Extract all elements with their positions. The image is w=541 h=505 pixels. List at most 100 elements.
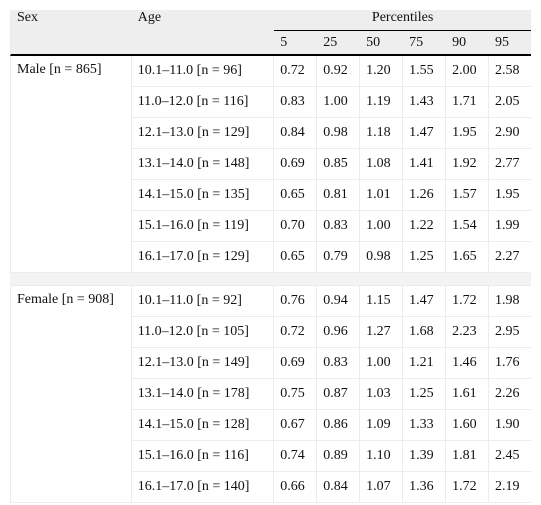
percentile-value-cell: 1.36 [403, 472, 447, 503]
percentile-value-cell: 0.72 [274, 56, 318, 87]
percentile-value-cell: 1.41 [403, 149, 447, 180]
percentile-value-cell: 0.98 [317, 118, 361, 149]
group-spacer [10, 273, 531, 286]
header-sex: Sex [10, 10, 132, 56]
percentile-value-cell: 2.58 [489, 56, 531, 87]
percentile-value-cell: 0.76 [274, 286, 318, 317]
table-row: 15.1–16.0 [n = 116] 0.74 0.89 1.10 1.39 1.81 2… [10, 441, 531, 472]
percentile-value-cell: 1.25 [403, 379, 447, 410]
header-p90: 90 [446, 31, 490, 56]
percentile-value-cell: 0.83 [317, 348, 361, 379]
percentile-value-cell: 2.95 [489, 317, 531, 348]
header-p75: 75 [403, 31, 447, 56]
percentile-value-cell: 1.57 [446, 180, 490, 211]
percentile-value-cell: 0.72 [274, 317, 318, 348]
percentile-value-cell: 1.39 [403, 441, 447, 472]
percentile-value-cell: 1.20 [360, 56, 404, 87]
percentile-value-cell: 0.74 [274, 441, 318, 472]
percentile-value-cell: 1.55 [403, 56, 447, 87]
percentile-value-cell: 1.90 [489, 410, 531, 441]
percentile-value-cell: 1.47 [403, 118, 447, 149]
percentile-value-cell: 0.69 [274, 348, 318, 379]
percentile-value-cell: 2.27 [489, 242, 531, 273]
header-percentiles: Percentiles [274, 10, 531, 31]
age-cell: 10.1–11.0 [n = 92] [131, 286, 275, 317]
percentile-value-cell: 1.08 [360, 149, 404, 180]
percentile-value-cell: 0.75 [274, 379, 318, 410]
percentile-value-cell: 1.26 [403, 180, 447, 211]
percentile-value-cell: 1.10 [360, 441, 404, 472]
table-row: 14.1–15.0 [n = 128] 0.67 0.86 1.09 1.33 1.60 1… [10, 410, 531, 441]
header-p25: 25 [317, 31, 361, 56]
percentile-value-cell: 2.26 [489, 379, 531, 410]
sex-group-label: Female [n = 908] [10, 286, 132, 503]
age-cell: 13.1–14.0 [n = 178] [131, 379, 275, 410]
spacer-cell [10, 273, 531, 286]
percentile-value-cell: 0.66 [274, 472, 318, 503]
percentile-value-cell: 1.54 [446, 211, 490, 242]
percentile-value-cell: 0.67 [274, 410, 318, 441]
percentile-value-cell: 1.76 [489, 348, 531, 379]
percentile-value-cell: 0.98 [360, 242, 404, 273]
percentile-value-cell: 1.43 [403, 87, 447, 118]
table-row: 16.1–17.0 [n = 129] 0.65 0.79 0.98 1.25 1.65 2… [10, 242, 531, 273]
percentile-value-cell: 1.95 [446, 118, 490, 149]
percentile-value-cell: 1.46 [446, 348, 490, 379]
percentile-value-cell: 2.05 [489, 87, 531, 118]
percentile-value-cell: 0.79 [317, 242, 361, 273]
header-p5: 5 [274, 31, 318, 56]
age-cell: 16.1–17.0 [n = 140] [131, 472, 275, 503]
age-cell: 14.1–15.0 [n = 135] [131, 180, 275, 211]
sex-group-label: Male [n = 865] [10, 56, 132, 273]
percentile-value-cell: 1.03 [360, 379, 404, 410]
percentile-value-cell: 1.72 [446, 472, 490, 503]
percentile-value-cell: 2.19 [489, 472, 531, 503]
percentile-value-cell: 0.83 [317, 211, 361, 242]
table-row: 12.1–13.0 [n = 149] 0.69 0.83 1.00 1.21 1.46 1… [10, 348, 531, 379]
table-row: 14.1–15.0 [n = 135] 0.65 0.81 1.01 1.26 1.57 1… [10, 180, 531, 211]
age-cell: 10.1–11.0 [n = 96] [131, 56, 275, 87]
percentile-value-cell: 0.96 [317, 317, 361, 348]
age-cell: 11.0–12.0 [n = 105] [131, 317, 275, 348]
age-cell: 13.1–14.0 [n = 148] [131, 149, 275, 180]
percentile-value-cell: 1.60 [446, 410, 490, 441]
percentile-value-cell: 0.70 [274, 211, 318, 242]
percentile-value-cell: 0.86 [317, 410, 361, 441]
table-row: 12.1–13.0 [n = 129] 0.84 0.98 1.18 1.47 1.95 2… [10, 118, 531, 149]
percentile-value-cell: 1.61 [446, 379, 490, 410]
percentile-value-cell: 0.92 [317, 56, 361, 87]
table-row: 11.0–12.0 [n = 105] 0.72 0.96 1.27 1.68 2.23 2… [10, 317, 531, 348]
percentile-table: Sex Age Percentiles 5 25 50 75 90 95 Mal… [10, 10, 531, 503]
percentile-value-cell: 2.00 [446, 56, 490, 87]
percentile-value-cell: 1.99 [489, 211, 531, 242]
percentile-value-cell: 1.72 [446, 286, 490, 317]
header-p95: 95 [489, 31, 531, 56]
percentile-value-cell: 1.92 [446, 149, 490, 180]
age-cell: 14.1–15.0 [n = 128] [131, 410, 275, 441]
table-row: 13.1–14.0 [n = 178] 0.75 0.87 1.03 1.25 1.61 2… [10, 379, 531, 410]
percentile-value-cell: 1.00 [317, 87, 361, 118]
percentile-value-cell: 1.47 [403, 286, 447, 317]
percentile-value-cell: 1.71 [446, 87, 490, 118]
percentile-value-cell: 1.00 [360, 348, 404, 379]
table-body: Male [n = 865] 10.1–11.0 [n = 96] 0.72 0.92… [10, 56, 531, 503]
percentile-value-cell: 1.27 [360, 317, 404, 348]
table-row: Female [n = 908] 10.1–11.0 [n = 92] 0.76 0.… [10, 286, 531, 503]
percentile-value-cell: 1.21 [403, 348, 447, 379]
percentile-value-cell: 1.65 [446, 242, 490, 273]
table-row: 13.1–14.0 [n = 148] 0.69 0.85 1.08 1.41 1.92 2… [10, 149, 531, 180]
percentile-value-cell: 0.65 [274, 180, 318, 211]
percentile-value-cell: 1.95 [489, 180, 531, 211]
age-cell: 11.0–12.0 [n = 116] [131, 87, 275, 118]
percentile-value-cell: 0.94 [317, 286, 361, 317]
percentile-value-cell: 1.22 [403, 211, 447, 242]
percentile-value-cell: 1.81 [446, 441, 490, 472]
percentile-value-cell: 1.98 [489, 286, 531, 317]
percentile-value-cell: 2.45 [489, 441, 531, 472]
percentile-value-cell: 1.18 [360, 118, 404, 149]
percentile-value-cell: 1.19 [360, 87, 404, 118]
table-row: 11.0–12.0 [n = 116] 0.83 1.00 1.19 1.43 1.71 2… [10, 87, 531, 118]
percentile-value-cell: 1.33 [403, 410, 447, 441]
percentile-value-cell: 2.23 [446, 317, 490, 348]
age-cell: 12.1–13.0 [n = 129] [131, 118, 275, 149]
